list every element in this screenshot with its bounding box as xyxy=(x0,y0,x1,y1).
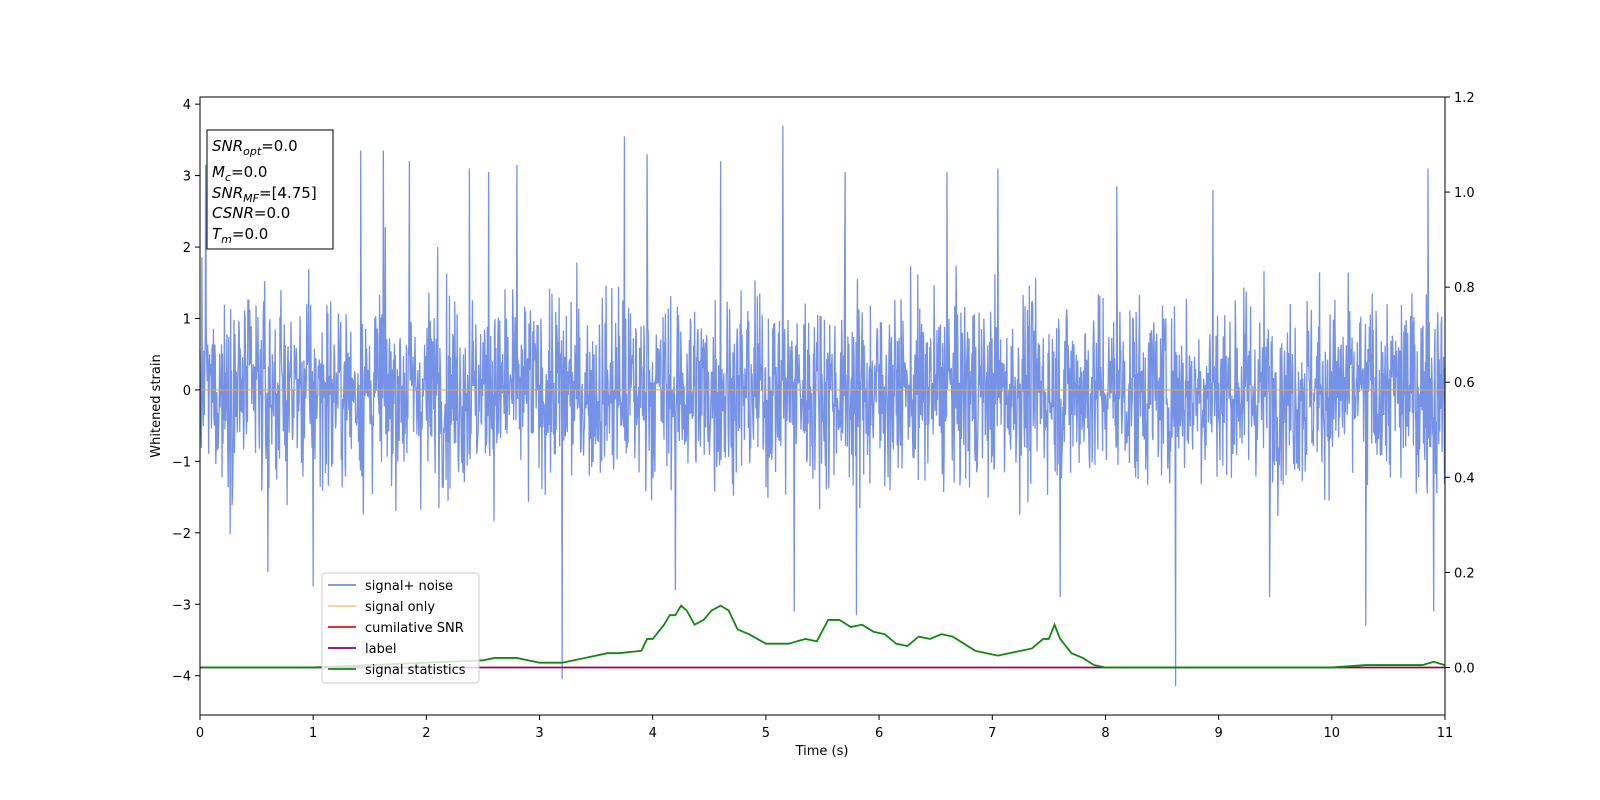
y-tick-label: −4 xyxy=(172,670,191,685)
x-axis: 0 1 2 3 4 5 6 7 8 9 10 11 xyxy=(196,715,1453,741)
y2-tick-label: 0.4 xyxy=(1454,471,1475,486)
y-tick-label: −1 xyxy=(172,455,191,470)
annotation-mc: Mc=0.0 xyxy=(212,163,267,184)
legend: signal+ noise signal only cumilative SNR… xyxy=(321,572,480,684)
y-tick-label: 3 xyxy=(183,170,191,185)
legend-entry-signal-statistics: signal statistics xyxy=(328,663,466,678)
y2-tick-label: 0.8 xyxy=(1454,281,1475,296)
y-tick-label: 4 xyxy=(183,98,191,113)
y2-tick-label: 0.2 xyxy=(1454,566,1475,581)
series-signal-noise-line xyxy=(199,125,1446,687)
noise-layer xyxy=(199,125,1446,687)
y2-tick-label: 1.2 xyxy=(1454,91,1475,106)
legend-entry-cumulative-snr: cumilative SNR xyxy=(328,621,464,636)
x-tick-label: 0 xyxy=(196,726,204,741)
y-tick-label: −2 xyxy=(172,527,191,542)
legend-label-label: label xyxy=(365,642,396,657)
y-axis-right: 0.0 0.2 0.4 0.6 0.8 1.0 1.2 xyxy=(1445,91,1475,676)
y2-tick-label: 1.0 xyxy=(1454,186,1475,201)
x-tick-label: 7 xyxy=(988,726,996,741)
y-tick-label: 2 xyxy=(183,241,191,256)
y-tick-label: 0 xyxy=(183,384,191,399)
legend-label-signal-statistics: signal statistics xyxy=(365,663,466,678)
x-tick-label: 10 xyxy=(1324,726,1341,741)
x-tick-label: 6 xyxy=(875,726,883,741)
x-axis-label: Time (s) xyxy=(795,744,849,759)
legend-label-cumulative-snr: cumilative SNR xyxy=(365,621,464,636)
legend-label-signal-only: signal only xyxy=(365,600,435,615)
x-tick-label: 11 xyxy=(1437,726,1454,741)
legend-frame xyxy=(321,572,480,684)
y-tick-label: 1 xyxy=(183,312,191,327)
annotation-snr-mf: SNRMF=[4.75] xyxy=(212,184,317,205)
y2-tick-label: 0.6 xyxy=(1454,376,1475,391)
legend-entry-signal-noise: signal+ noise xyxy=(328,579,453,594)
x-tick-label: 9 xyxy=(1214,726,1222,741)
x-tick-label: 3 xyxy=(535,726,543,741)
legend-entry-label: label xyxy=(328,642,396,657)
y-tick-label: −3 xyxy=(172,598,191,613)
x-tick-label: 5 xyxy=(762,726,770,741)
x-tick-label: 2 xyxy=(422,726,430,741)
annotation-tm: Tm=0.0 xyxy=(212,225,268,246)
y-axis-label: Whitened strain xyxy=(149,354,164,457)
legend-label-signal-noise: signal+ noise xyxy=(365,579,453,594)
legend-entry-signal-only: signal only xyxy=(328,600,435,615)
y2-tick-label: 0.0 xyxy=(1454,661,1475,676)
y-axis-left: −4 −3 −2 −1 0 1 2 3 4 xyxy=(172,98,200,685)
annotation-csnr: CSNR=0.0 xyxy=(212,204,290,222)
annotation-snr-opt: SNRopt=0.0 xyxy=(212,137,298,158)
x-tick-label: 1 xyxy=(309,726,317,741)
annotation-box: SNRopt=0.0 Mc=0.0 SNRMF=[4.75] CSNR=0.0 … xyxy=(206,129,334,250)
series-signal-statistics-line xyxy=(200,604,1446,669)
x-tick-label: 8 xyxy=(1101,726,1109,741)
axes-frame xyxy=(199,96,1446,716)
x-tick-label: 4 xyxy=(649,726,657,741)
